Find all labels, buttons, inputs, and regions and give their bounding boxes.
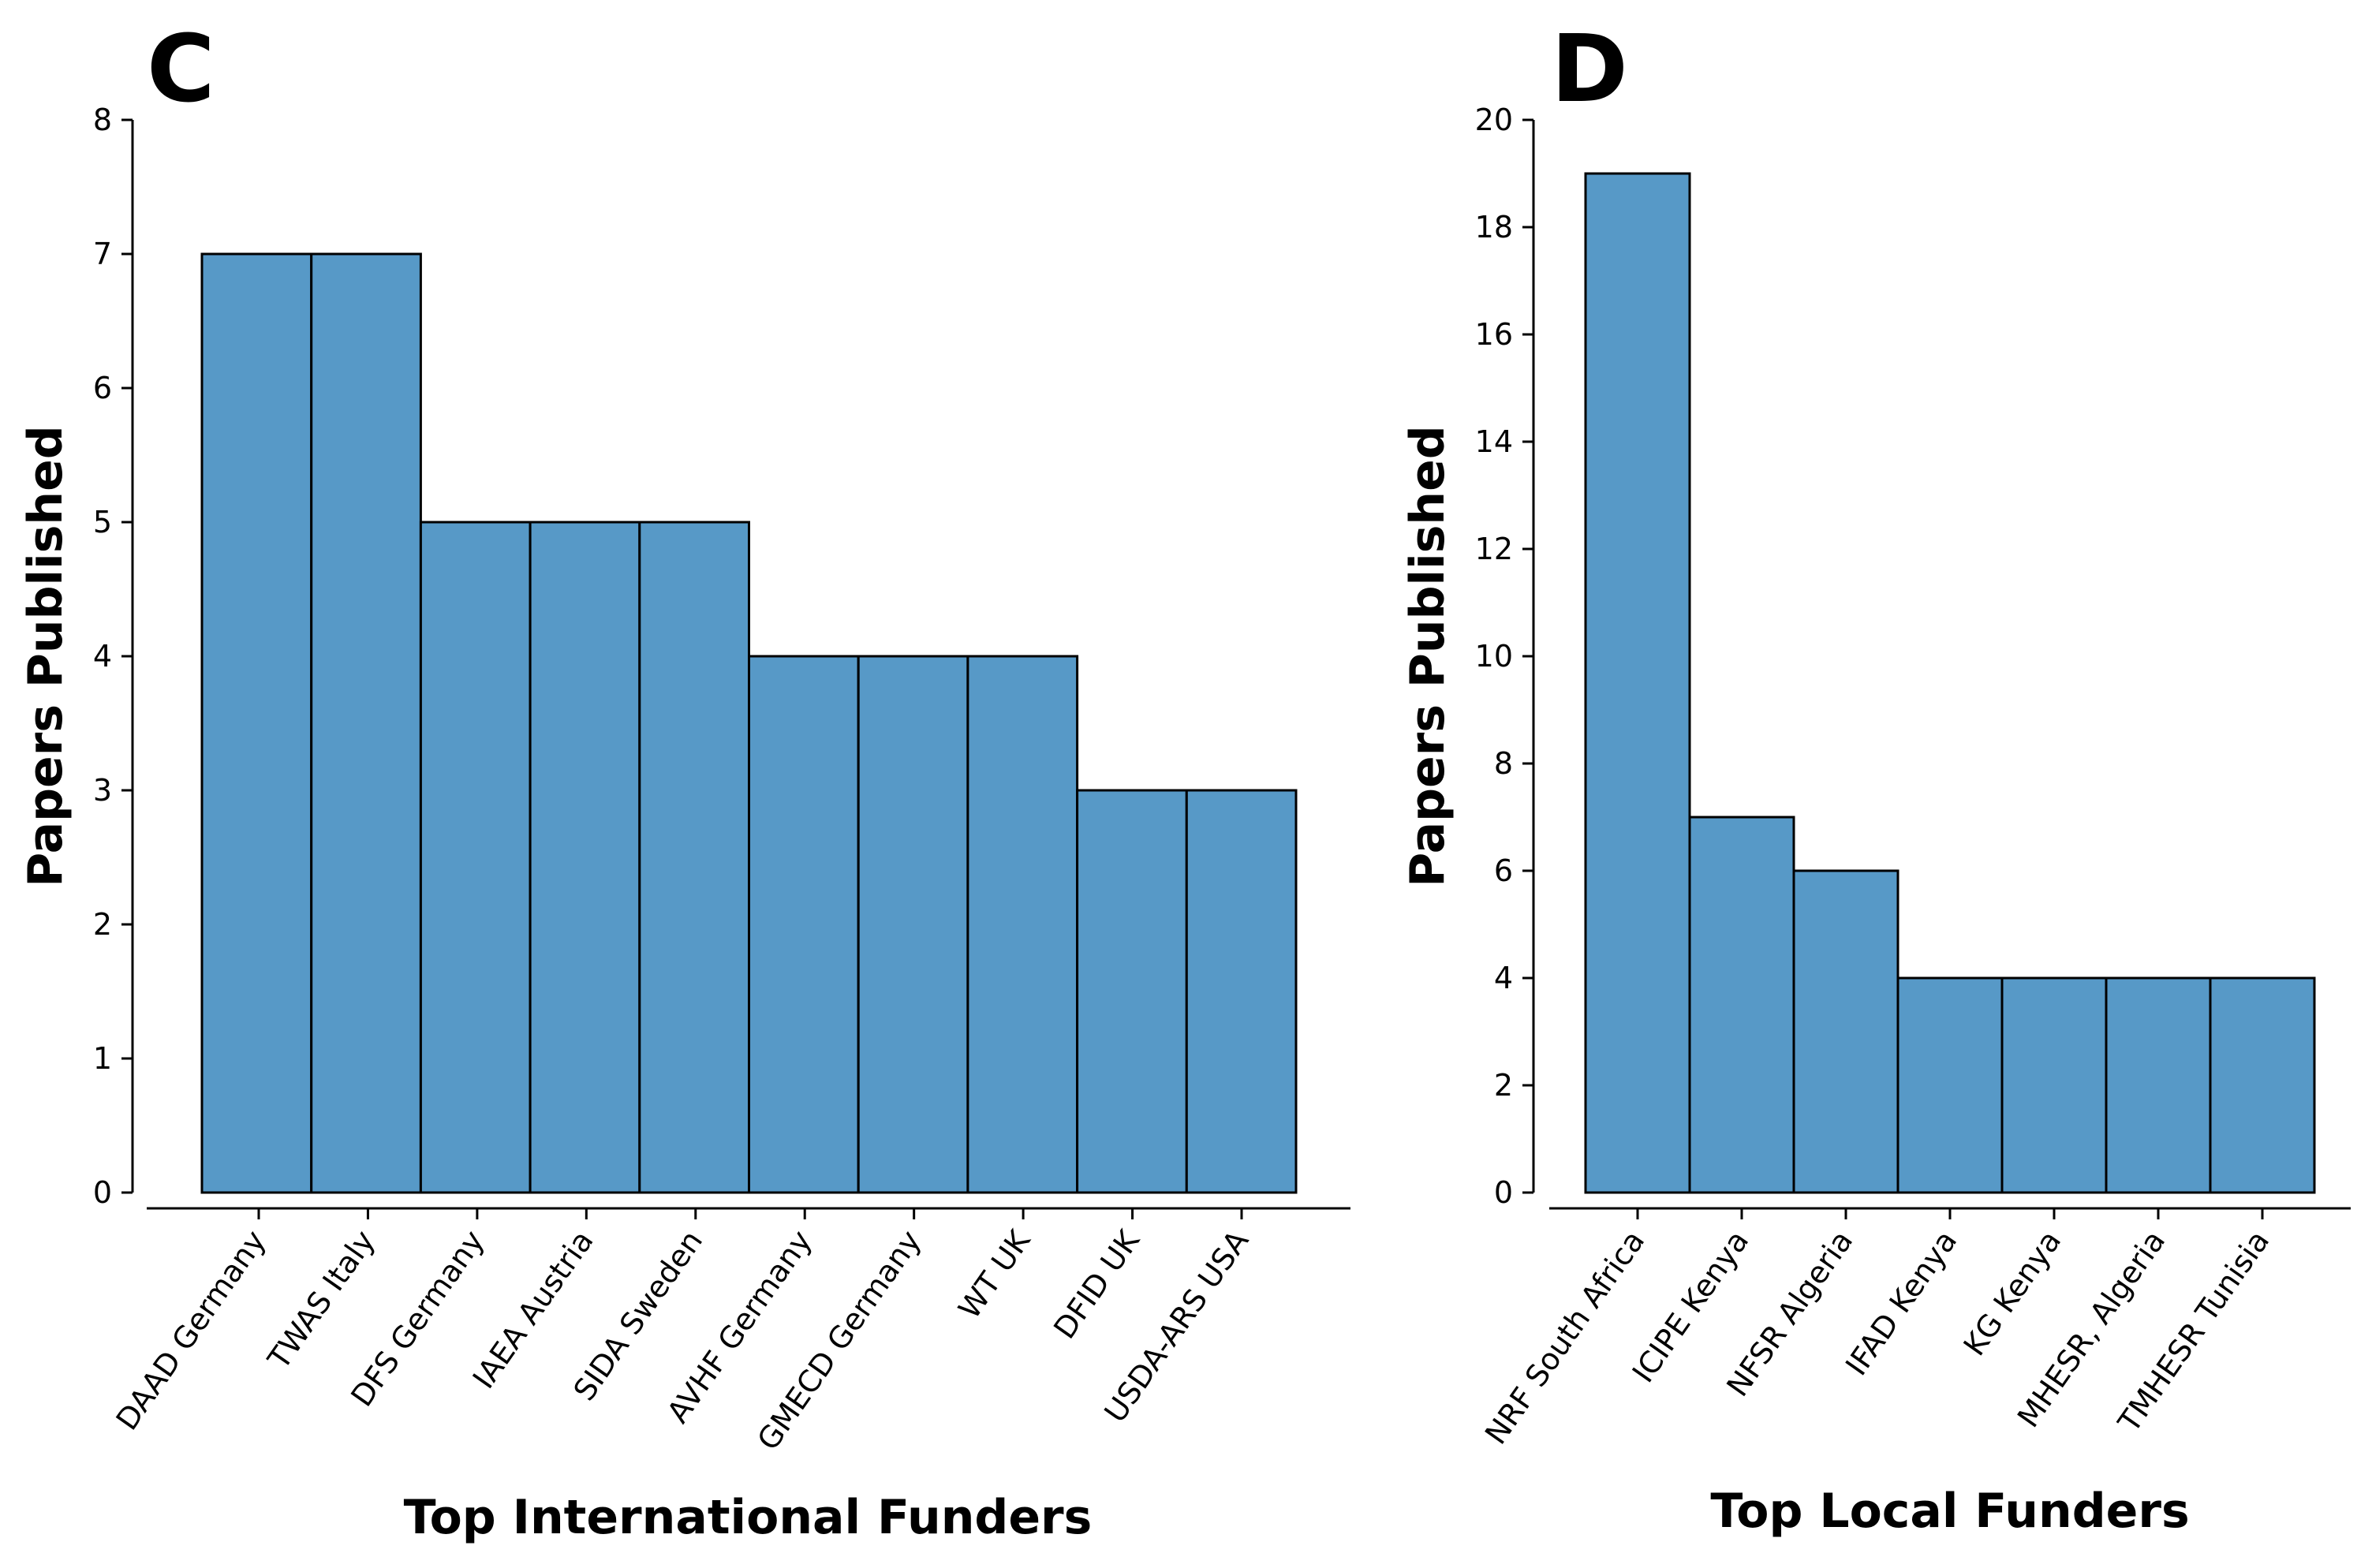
y-tick-label: 12: [1475, 532, 1513, 566]
bar: [1076, 789, 1188, 1194]
bar: [2209, 976, 2316, 1194]
y-tick-label: 10: [1475, 639, 1513, 674]
y-tick-label: 6: [93, 371, 112, 405]
y-tick-label: 5: [93, 505, 112, 539]
bar: [2105, 976, 2212, 1194]
panel-d-label: D: [1551, 14, 1628, 123]
x-tick-label: WT UK: [951, 1223, 1037, 1325]
bar: [748, 655, 860, 1194]
panel-d: D 0 2 4 6 8 10 12 14 16 18 20 NRF South AfricaICIP…: [1400, 14, 2351, 1539]
y-tick-label: 6: [1494, 853, 1513, 888]
bar: [1185, 789, 1298, 1194]
y-tick-label: 0: [1494, 1175, 1513, 1210]
panel-c-label: C: [147, 14, 215, 123]
y-tick-label: 2: [93, 907, 112, 942]
y-tick-label: 3: [93, 773, 112, 808]
bar: [1584, 172, 1691, 1194]
panel-d-bars: [1584, 172, 2316, 1194]
panel-d-x-axis-title: Top Local Funders: [1710, 1484, 2189, 1539]
bar: [638, 521, 750, 1194]
x-tick-label: KG Kenya: [1957, 1224, 2068, 1362]
y-tick-label: 4: [93, 639, 112, 674]
y-tick-label: 18: [1475, 210, 1513, 245]
panel-d-y-axis: 0 2 4 6 8 10 12 14 16 18 20: [1475, 103, 1535, 1210]
panel-c-y-axis-title: Papers Published: [18, 425, 73, 887]
bar: [1896, 976, 2004, 1194]
y-tick-label: 8: [93, 103, 112, 137]
x-tick-label: NRF South Africa: [1478, 1224, 1651, 1450]
x-tick-label: DFID UK: [1047, 1223, 1146, 1345]
y-tick-label: 1: [93, 1041, 112, 1076]
bar: [1688, 816, 1795, 1194]
y-tick-label: 16: [1475, 317, 1513, 352]
bar: [966, 655, 1079, 1194]
bar: [529, 521, 641, 1194]
y-tick-label: 20: [1475, 103, 1513, 137]
panel-c-y-axis: 0 1 2 3 4 5 6 7 8: [93, 103, 134, 1210]
bar: [419, 521, 532, 1194]
y-tick-label: 4: [1494, 961, 1513, 995]
y-tick-label: 7: [93, 237, 112, 271]
bar: [857, 655, 969, 1194]
y-tick-label: 0: [93, 1175, 112, 1210]
panel-c-x-axis-title: Top International Funders: [404, 1490, 1093, 1545]
bar: [2000, 976, 2108, 1194]
panel-c-bars: [200, 252, 1298, 1194]
y-tick-label: 2: [1494, 1068, 1513, 1103]
panel-d-y-axis-title: Papers Published: [1400, 425, 1455, 887]
y-tick-label: 14: [1475, 424, 1513, 459]
bar: [200, 252, 313, 1194]
x-tick-label: DAAD Germany: [110, 1224, 273, 1436]
y-tick-label: 8: [1494, 746, 1513, 781]
x-tick-label: IFAD Kenya: [1839, 1224, 1963, 1382]
bar: [310, 252, 422, 1194]
bar: [1792, 869, 1899, 1194]
x-tick-label: TWAS Italy: [261, 1224, 382, 1376]
